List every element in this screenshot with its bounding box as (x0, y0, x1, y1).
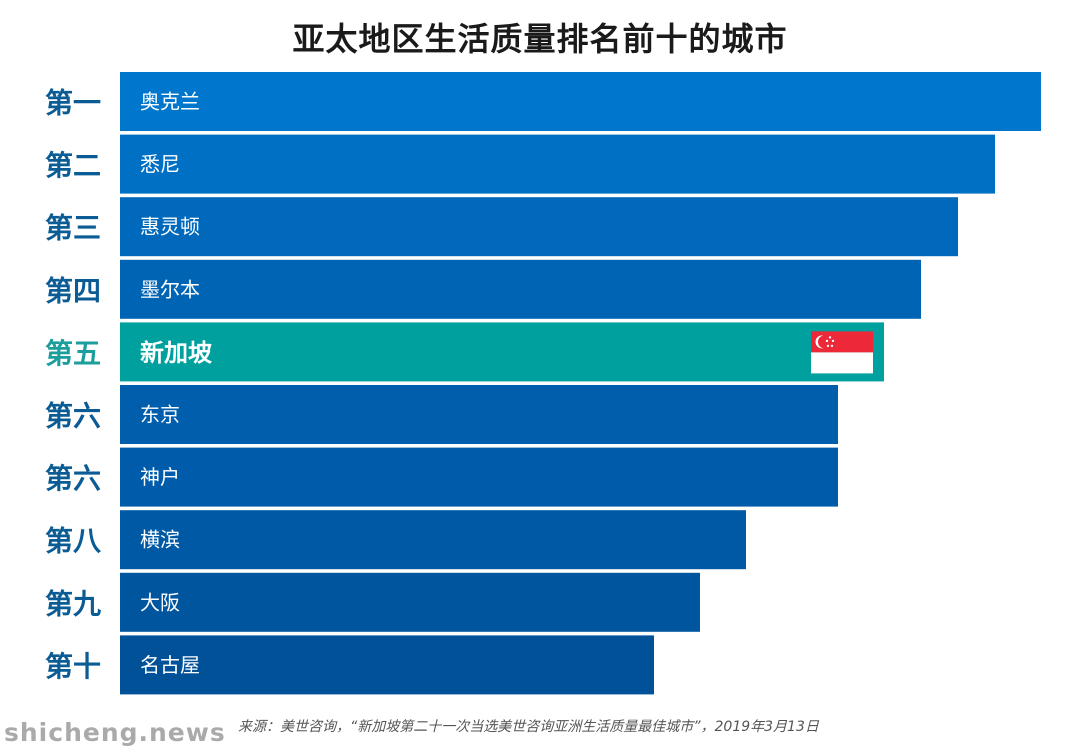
rank-label-9: 第九 (45, 587, 101, 620)
bar-label-1: 奥克兰 (140, 90, 200, 114)
bar-10 (120, 635, 654, 695)
bar-label-5: 新加坡 (140, 339, 212, 367)
bar-6 (120, 385, 838, 444)
bar-label-10: 名古屋 (140, 653, 200, 677)
bar-label-9: 大阪 (140, 590, 180, 614)
bar-5 (120, 322, 884, 382)
watermark-text: shicheng.news (4, 718, 226, 747)
bar-label-3: 惠灵顿 (140, 215, 200, 239)
rank-label-2: 第二 (45, 149, 101, 182)
bar-2 (120, 134, 995, 194)
singapore-flag-icon (811, 331, 873, 374)
bar-3 (120, 197, 958, 257)
bar-1 (120, 72, 1041, 131)
rank-label-4: 第四 (45, 274, 101, 307)
bar-8 (120, 510, 746, 570)
bar-9 (120, 572, 700, 632)
chart-title: 亚太地区生活质量排名前十的城市 (292, 20, 788, 58)
bar-7 (120, 447, 838, 507)
bar-label-7: 神户 (140, 465, 180, 489)
source-note: 来源：美世咨询，“新加坡第二十一次当选美世咨询亚洲生活质量最佳城市”，2019年… (238, 719, 819, 735)
rank-label-8: 第八 (45, 525, 102, 558)
bar-label-2: 悉尼 (140, 152, 180, 176)
bar-label-8: 横滨 (140, 528, 180, 552)
bar-label-4: 墨尔本 (140, 277, 200, 301)
rank-label-5: 第五 (45, 337, 101, 370)
rank-label-10: 第十 (45, 650, 101, 683)
rank-label-6: 第六 (45, 400, 101, 433)
rank-label-3: 第三 (45, 212, 101, 245)
bar-4 (120, 259, 921, 319)
rank-label-7: 第六 (45, 462, 101, 495)
rank-label-1: 第一 (45, 87, 101, 120)
bar-label-6: 东京 (140, 403, 180, 427)
